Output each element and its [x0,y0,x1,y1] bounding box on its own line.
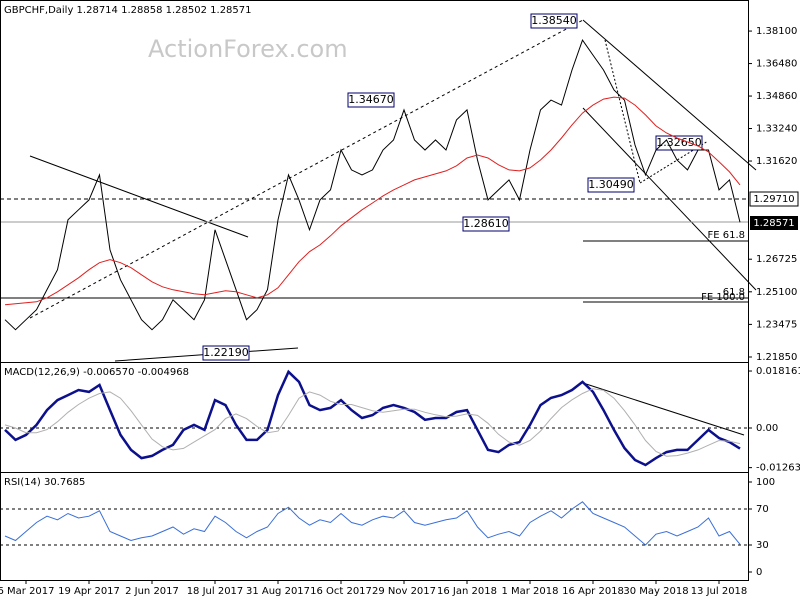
annotation-box [202,345,250,361]
annotation-box [530,13,578,29]
y-tick-label: 1.38100 [756,26,797,37]
y-tick-label: 1.23475 [756,319,797,330]
x-tick-label: 2 Jun 2017 [125,586,179,597]
y-tick-label: 1.25100 [756,287,797,298]
y-tick-label: 1.33240 [756,124,797,135]
y-tick-label: 1.21850 [756,352,797,363]
annotation-box [655,135,703,151]
x-tick-label: 31 Aug 2017 [246,586,310,597]
trend-line [582,382,745,436]
x-tick-label: 19 Apr 2017 [58,586,120,597]
series-line [4,388,741,457]
series-line [4,96,741,306]
trend-line [29,19,584,319]
y-tick-label: 70 [756,504,769,515]
annotation-box [587,177,635,193]
price-tag-label: 1.28571 [753,218,794,229]
trend-lines [0,19,757,436]
annotation-box [462,216,510,232]
price-tag [749,191,799,207]
annotation: 1.38540 [531,14,577,27]
trend-line [582,107,757,291]
y-tick-label: 1.36480 [756,59,797,70]
series-line [4,369,741,467]
trend-line [639,140,709,184]
annotation: 1.34670 [348,93,394,106]
x-tick-label: 29 Nov 2017 [372,586,436,597]
x-tick-label: 13 Jul 2018 [691,586,748,597]
trend-line [29,155,249,238]
panel-title: GBPCHF,Daily 1.28714 1.28858 1.28502 1.2… [4,5,252,16]
y-tick-label: 0.00 [756,423,778,434]
annotations: 1.38540 1.34670 1.32650 1.30490 1.28610 … [202,13,799,361]
annotation: 1.22190 [203,346,249,359]
panel-title: MACD(12,26,9) -0.006570 -0.004968 [4,367,189,378]
annotation: 1.32650 [656,136,702,149]
x-tick-label: 16 Apr 2018 [562,586,624,597]
x-tick-label: 18 Jul 2017 [187,586,244,597]
y-tick-label: 100 [756,477,775,488]
annotation: 1.28610 [463,217,509,230]
annotation: 1.30490 [588,178,634,191]
series-line [4,39,741,331]
price-tag [750,216,798,230]
panel-title: RSI(14) 30.7685 [4,477,85,488]
trend-line [604,39,641,184]
series-line [4,501,741,546]
annotation-box [347,92,395,108]
annotation: 61.8 [723,287,745,298]
y-tick-label: 1.34860 [756,91,797,102]
y-tick-label: 0.018161 [756,366,800,377]
price-tag-label: 1.29710 [753,194,794,205]
annotation: FE 100.0 [701,292,745,303]
x-tick-label: 16 Jan 2018 [437,586,497,597]
x-tick-label: 16 Oct 2017 [310,586,372,597]
x-tick-label: 6 Mar 2017 [0,586,55,597]
panel-frame [0,472,749,581]
trend-line [582,19,757,171]
y-tick-label: 0 [756,567,762,578]
watermark: ActionForex.com [148,35,348,63]
annotation: FE 61.8 [707,230,745,241]
x-tick-label: 1 Mar 2018 [501,586,558,597]
y-tick-label: -0.012637 [756,463,800,474]
y-tick-label: 1.26725 [756,254,797,265]
x-tick-label: 30 May 2018 [623,586,688,597]
y-tick-label: 30 [756,540,769,551]
y-tick-label: 1.31620 [756,156,797,167]
